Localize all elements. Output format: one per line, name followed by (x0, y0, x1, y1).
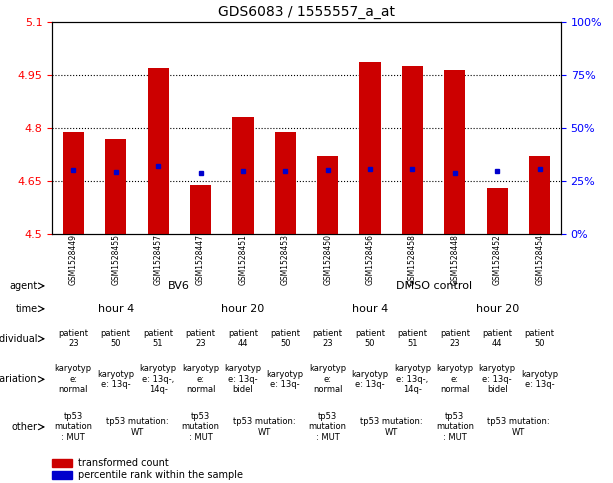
Text: karyotyp
e: 13q-
bidel: karyotyp e: 13q- bidel (479, 365, 516, 394)
Text: agent: agent (9, 281, 37, 291)
Text: patient
50: patient 50 (270, 329, 300, 348)
Text: patient
23: patient 23 (186, 329, 216, 348)
Bar (52, 471, 72, 479)
Text: karyotyp
e: 13q-: karyotyp e: 13q- (267, 369, 304, 389)
Text: tp53 mutation:
WT: tp53 mutation: WT (105, 417, 168, 437)
Text: patient
50: patient 50 (101, 329, 131, 348)
Text: patient
44: patient 44 (228, 329, 258, 348)
Text: karyotyp
e: 13q-,
14q-: karyotyp e: 13q-, 14q- (394, 365, 431, 394)
Bar (232, 117, 254, 234)
Bar (190, 185, 211, 234)
Text: tp53
mutation
: MUT: tp53 mutation : MUT (181, 412, 219, 442)
Text: BV6: BV6 (169, 281, 190, 291)
Text: patient
50: patient 50 (525, 329, 555, 348)
Text: tp53 mutation:
WT: tp53 mutation: WT (233, 417, 295, 437)
Text: tp53
mutation
: MUT: tp53 mutation : MUT (309, 412, 347, 442)
Text: patient
23: patient 23 (58, 329, 88, 348)
Text: patient
23: patient 23 (440, 329, 470, 348)
Text: other: other (12, 422, 37, 432)
Text: GSM1528457: GSM1528457 (154, 234, 162, 285)
Text: hour 4: hour 4 (352, 304, 388, 314)
Text: DMSO control: DMSO control (395, 281, 472, 291)
Text: karyotyp
e: 13q-,
14q-: karyotyp e: 13q-, 14q- (140, 365, 177, 394)
Bar (105, 139, 126, 234)
Bar (275, 131, 296, 234)
Bar (529, 156, 550, 234)
Text: patient
44: patient 44 (482, 329, 512, 348)
Text: GSM1528455: GSM1528455 (111, 234, 120, 285)
Text: karyotyp
e:
normal: karyotyp e: normal (436, 365, 473, 394)
Bar (487, 188, 508, 234)
Bar (63, 131, 84, 234)
Text: percentile rank within the sample: percentile rank within the sample (77, 470, 243, 480)
Text: tp53
mutation
: MUT: tp53 mutation : MUT (436, 412, 474, 442)
Text: GSM1528453: GSM1528453 (281, 234, 290, 285)
Text: GSM1528456: GSM1528456 (365, 234, 375, 285)
Text: patient
50: patient 50 (355, 329, 385, 348)
Text: karyotyp
e: 13q-
bidel: karyotyp e: 13q- bidel (224, 365, 262, 394)
Title: GDS6083 / 1555557_a_at: GDS6083 / 1555557_a_at (218, 5, 395, 19)
Text: tp53 mutation:
WT: tp53 mutation: WT (487, 417, 550, 437)
Text: genotype/variation: genotype/variation (0, 374, 37, 384)
Text: karyotyp
e: 13q-: karyotyp e: 13q- (97, 369, 134, 389)
Bar (148, 68, 169, 234)
Text: time: time (15, 304, 37, 314)
Text: karyotyp
e:
normal: karyotyp e: normal (182, 365, 219, 394)
Text: tp53 mutation:
WT: tp53 mutation: WT (360, 417, 422, 437)
Bar (444, 70, 465, 234)
Text: karyotyp
e: 13q-: karyotyp e: 13q- (351, 369, 389, 389)
Text: hour 4: hour 4 (97, 304, 134, 314)
Text: GSM1528449: GSM1528449 (69, 234, 78, 285)
Text: karyotyp
e: 13q-: karyotyp e: 13q- (521, 369, 558, 389)
Text: GSM1528454: GSM1528454 (535, 234, 544, 285)
Text: patient
23: patient 23 (313, 329, 343, 348)
Text: GSM1528447: GSM1528447 (196, 234, 205, 285)
Text: tp53
mutation
: MUT: tp53 mutation : MUT (55, 412, 93, 442)
Bar (52, 459, 72, 467)
Text: GSM1528452: GSM1528452 (493, 234, 502, 285)
Text: hour 20: hour 20 (221, 304, 265, 314)
Bar (317, 156, 338, 234)
Text: GSM1528450: GSM1528450 (323, 234, 332, 285)
Text: patient
51: patient 51 (397, 329, 427, 348)
Bar (402, 66, 423, 234)
Text: patient
51: patient 51 (143, 329, 173, 348)
Bar (359, 62, 381, 234)
Text: transformed count: transformed count (77, 458, 169, 468)
Text: karyotyp
e:
normal: karyotyp e: normal (309, 365, 346, 394)
Text: GSM1528448: GSM1528448 (451, 234, 459, 285)
Text: GSM1528458: GSM1528458 (408, 234, 417, 285)
Text: karyotyp
e:
normal: karyotyp e: normal (55, 365, 92, 394)
Text: individual: individual (0, 334, 37, 344)
Text: hour 20: hour 20 (476, 304, 519, 314)
Text: GSM1528451: GSM1528451 (238, 234, 248, 285)
